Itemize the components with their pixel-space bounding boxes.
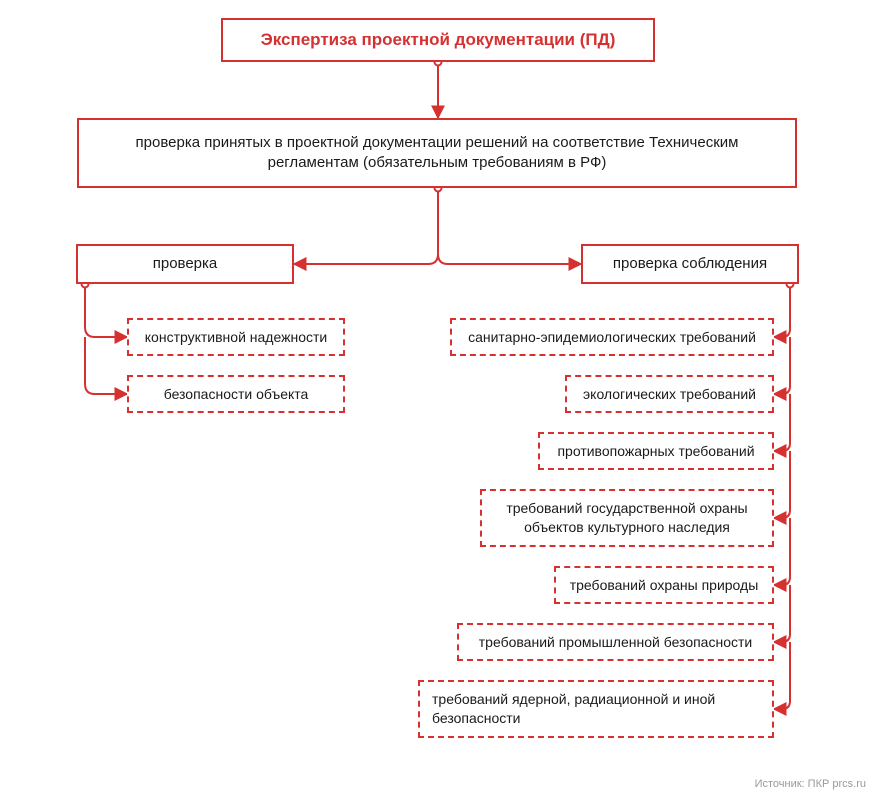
edge-7 xyxy=(774,394,790,451)
node-left-item-0: конструктивной надежности xyxy=(127,318,345,356)
node-right-item-4-label: требований охраны природы xyxy=(570,576,759,595)
node-check-right: проверка соблюдения xyxy=(581,244,799,284)
node-right-item-2-label: противопожарных требований xyxy=(557,442,754,461)
node-right-item-1: экологических требований xyxy=(565,375,774,413)
node-right-item-0-label: санитарно-эпидемиологических требований xyxy=(468,328,756,347)
node-right-item-5-label: требований промышленной безопасности xyxy=(479,633,752,652)
node-check-left-label: проверка xyxy=(153,254,218,274)
node-check-main-label: проверка принятых в проектной документац… xyxy=(91,133,783,174)
edge-1 xyxy=(294,188,438,264)
edge-9 xyxy=(774,518,790,585)
node-check-left: проверка xyxy=(76,244,294,284)
node-right-item-5: требований промышленной безопасности xyxy=(457,623,774,661)
node-right-item-4: требований охраны природы xyxy=(554,566,774,604)
edge-6 xyxy=(774,337,790,394)
node-check-right-label: проверка соблюдения xyxy=(613,254,767,274)
node-right-item-6: требований ядерной, радиационной и иной … xyxy=(418,680,774,738)
node-left-item-1-label: безопасности объекта xyxy=(164,385,309,404)
source-attribution: Источник: ПКР prcs.ru xyxy=(755,778,866,790)
edge-8 xyxy=(774,451,790,518)
node-left-item-0-label: конструктивной надежности xyxy=(145,328,327,347)
node-root-label: Экспертиза проектной документации (ПД) xyxy=(261,29,616,52)
node-check-main: проверка принятых в проектной документац… xyxy=(77,118,797,188)
node-right-item-0: санитарно-эпидемиологических требований xyxy=(450,318,774,356)
node-right-item-6-label: требований ядерной, радиационной и иной … xyxy=(432,690,760,728)
edge-2 xyxy=(438,200,581,264)
edge-10 xyxy=(774,585,790,642)
edge-3 xyxy=(85,284,127,337)
node-right-item-3-label: требований государственной охраны объект… xyxy=(494,499,760,537)
edge-5 xyxy=(774,284,790,337)
node-right-item-1-label: экологических требований xyxy=(583,385,756,404)
node-right-item-3: требований государственной охраны объект… xyxy=(480,489,774,547)
edge-4 xyxy=(85,337,127,394)
node-left-item-1: безопасности объекта xyxy=(127,375,345,413)
node-root: Экспертиза проектной документации (ПД) xyxy=(221,18,655,62)
node-right-item-2: противопожарных требований xyxy=(538,432,774,470)
edge-11 xyxy=(774,642,790,709)
